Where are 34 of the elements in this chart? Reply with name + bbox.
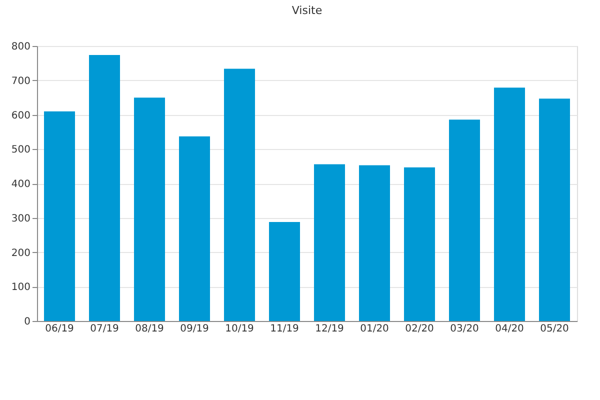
y-tick-label: 200 — [11, 248, 30, 259]
y-tick-label: 600 — [11, 110, 30, 122]
bar — [44, 111, 75, 321]
y-tick-label: 700 — [11, 76, 30, 87]
chart-title: Visite — [292, 4, 322, 17]
y-tick-label: 100 — [11, 282, 30, 294]
bar — [134, 98, 165, 321]
bar — [89, 54, 120, 321]
x-tick-label: 07/19 — [90, 324, 119, 334]
x-tick-label: 01/20 — [360, 324, 389, 334]
x-tick-label: 10/19 — [225, 324, 254, 334]
y-tick-label: 300 — [11, 213, 30, 224]
bar — [179, 136, 210, 321]
x-tick-label: 05/20 — [540, 324, 569, 334]
x-tick-label: 11/19 — [270, 324, 299, 334]
bar — [494, 88, 525, 321]
y-tick-label: 500 — [11, 144, 30, 156]
bar — [449, 120, 480, 321]
bar — [224, 68, 255, 321]
bar — [269, 222, 300, 321]
x-tick-label: 04/20 — [495, 324, 524, 334]
bar — [359, 165, 390, 321]
bar — [539, 98, 570, 321]
bar — [314, 164, 345, 321]
x-tick-label: 03/20 — [450, 324, 479, 334]
x-tick-label: 08/19 — [135, 324, 164, 334]
x-tick-label: 02/20 — [405, 324, 434, 334]
y-tick-label: 0 — [24, 316, 30, 328]
x-tick-label: 12/19 — [315, 324, 344, 334]
y-tick-label: 800 — [11, 42, 30, 52]
x-tick-label: 09/19 — [180, 324, 209, 334]
bar — [404, 167, 435, 321]
y-tick-label: 400 — [11, 179, 30, 190]
x-tick-label: 06/19 — [45, 324, 74, 334]
